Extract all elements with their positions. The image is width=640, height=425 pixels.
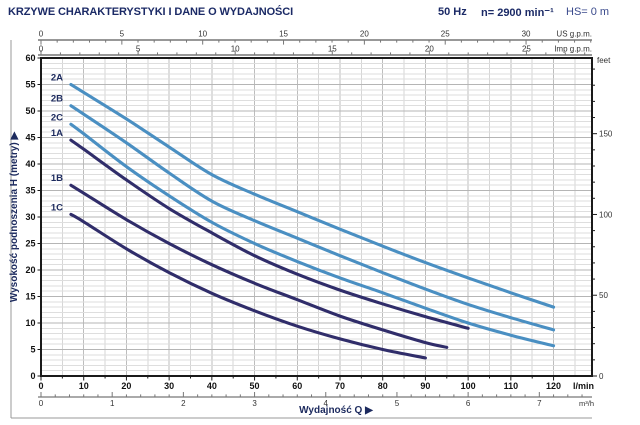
tick-label: 55	[25, 80, 35, 90]
tick-label: 0	[39, 30, 44, 39]
y-axis-feet: 0 50 100 150 feet	[592, 56, 613, 381]
tick-label: 100	[461, 381, 476, 391]
tick-label: 10	[231, 45, 240, 54]
suction-head-label: HS= 0 m	[566, 6, 610, 18]
header: KRZYWE CHARAKTERYSTYKI I DANE O WYDAJNOŚ…	[0, 0, 640, 28]
performance-chart: 0 5 10 15 20 25 30 US g.p.m.0 5 10 15 20 25 Imp g.p.m…	[9, 30, 613, 419]
tick-label: 3	[252, 399, 257, 408]
tick-label: 50	[599, 291, 608, 300]
tick-label: 40	[25, 159, 35, 169]
tick-label: 110	[504, 381, 519, 391]
tick-label: 10	[25, 318, 35, 328]
y-axis-title: Wysokość podnoszenia H (metry) ▶	[9, 131, 20, 303]
tick-label: 20	[25, 265, 35, 275]
tick-label: 0	[599, 372, 604, 381]
tick-label: 120	[546, 381, 561, 391]
curve-label-2A: 2A	[51, 73, 63, 84]
tick-label: 5	[120, 30, 125, 39]
tick-label: 10	[198, 30, 207, 39]
tick-label: 70	[335, 381, 345, 391]
tick-label: 0	[39, 45, 44, 54]
tick-label: 150	[599, 130, 613, 139]
curve-label-1B: 1B	[51, 173, 63, 184]
tick-label: 25	[522, 45, 531, 54]
tick-label: 30	[164, 381, 174, 391]
tick-label: 45	[25, 133, 35, 143]
lmin-unit-label: l/min	[573, 381, 594, 391]
curve-label-1C: 1C	[51, 202, 63, 213]
curve-2C	[69, 122, 556, 348]
tick-label: 50	[250, 381, 260, 391]
curve-1C	[69, 212, 427, 360]
curve-1A	[69, 138, 470, 330]
tick-label: 60	[25, 53, 35, 63]
tick-label: 5	[395, 399, 400, 408]
tick-label: 60	[292, 381, 302, 391]
tick-label: 80	[378, 381, 388, 391]
tick-label: 2	[181, 399, 186, 408]
us-gpm-unit-label: US g.p.m.	[556, 30, 592, 39]
feet-unit-label: feet	[597, 56, 611, 65]
tick-label: 0	[39, 399, 44, 408]
tick-label: 0	[38, 381, 43, 391]
curve-labels: 2A 2B 2C 1A 1B 1C	[51, 73, 63, 214]
curve-label-1A: 1A	[51, 128, 63, 139]
tick-label: 30	[522, 30, 531, 39]
tick-label: 25	[441, 30, 450, 39]
x-axis-imp-gpm: 0 5 10 15 20 25 Imp g.p.m.	[38, 45, 592, 56]
tick-label: 5	[136, 45, 141, 54]
frame-rules	[10, 40, 592, 419]
tick-label: 10	[79, 381, 89, 391]
curves	[69, 82, 556, 360]
curve-label-2B: 2B	[51, 94, 63, 105]
x-axis-lmin: 0 10 20 30 40 50 60 70 80 90 100 110 120 l/min	[38, 376, 594, 391]
m3h-unit-label: m³/h	[579, 399, 594, 408]
tick-label: 90	[420, 381, 430, 391]
tick-label: 6	[466, 399, 471, 408]
curve-1B	[69, 183, 449, 349]
curve-2B	[69, 104, 556, 332]
speed-label: n= 2900 min⁻¹	[481, 7, 554, 19]
x-axis-m3h: 0 1 2 3 4 5 6 7 m³/h	[38, 392, 594, 408]
page-title: KRZYWE CHARAKTERYSTYKI I DANE O WYDAJNOŚ…	[8, 6, 294, 18]
x-axis-us-gpm: 0 5 10 15 20 25 30 US g.p.m.	[38, 30, 592, 45]
curve-2A	[69, 82, 556, 309]
tick-label: 1	[110, 399, 115, 408]
tick-label: 5	[30, 345, 35, 355]
tick-label: 50	[25, 106, 35, 116]
tick-label: 7	[537, 399, 542, 408]
tick-label: 15	[328, 45, 337, 54]
tick-label: 4	[324, 399, 329, 408]
y-axis-meters: 0 5 10 15 20 25 30 35 40 45 50 55 60 Wysokość podnosz…	[9, 53, 41, 381]
tick-label: 15	[279, 30, 288, 39]
tick-label: 20	[121, 381, 131, 391]
tick-label: 15	[25, 292, 35, 302]
tick-label: 40	[207, 381, 217, 391]
imp-gpm-unit-label: Imp g.p.m.	[554, 45, 592, 54]
tick-label: 30	[25, 212, 35, 222]
tick-label: 0	[30, 371, 35, 381]
tick-label: 20	[360, 30, 369, 39]
tick-label: 35	[25, 186, 35, 196]
tick-label: 25	[25, 239, 35, 249]
curve-label-2C: 2C	[51, 112, 63, 123]
frequency-label: 50 Hz	[438, 6, 467, 18]
tick-label: 20	[425, 45, 434, 54]
tick-label: 100	[599, 210, 613, 219]
x-axis-title: Wydajność Q ▶	[299, 405, 374, 416]
